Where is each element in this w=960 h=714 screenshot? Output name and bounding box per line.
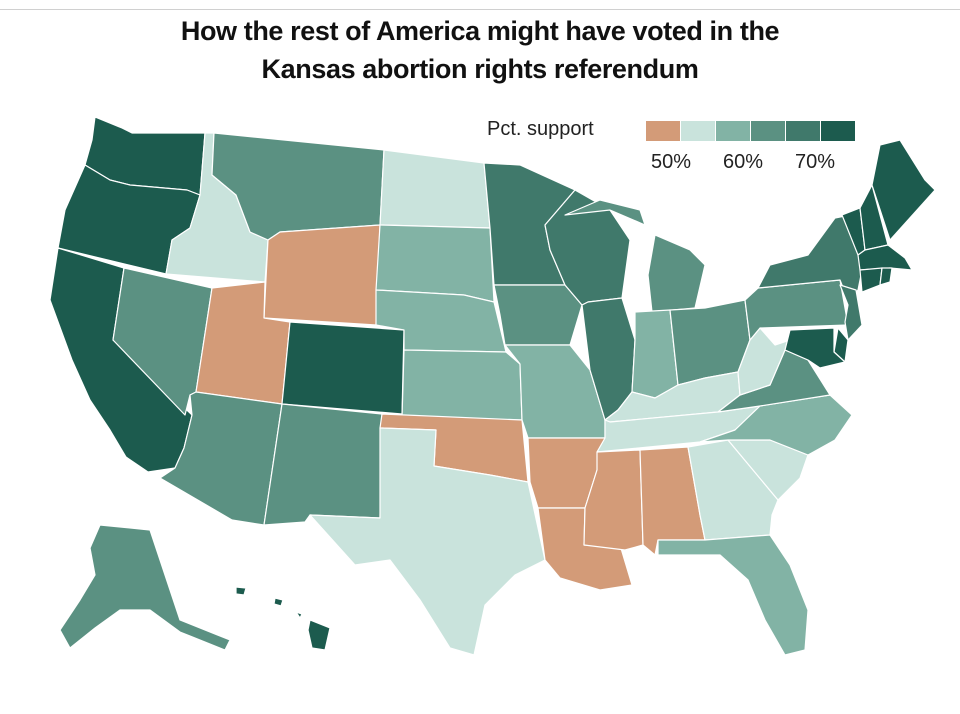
state-co	[281, 321, 405, 415]
chart-title: How the rest of America might have voted…	[0, 12, 960, 88]
state-wy	[263, 224, 381, 326]
top-rule	[0, 0, 960, 10]
title-line-1: How the rest of America might have voted…	[180, 16, 780, 46]
legend-swatch-1	[681, 121, 715, 141]
legend-swatch-3	[751, 121, 785, 141]
state-hi	[235, 586, 331, 651]
legend-tick-70: 70%	[795, 151, 836, 173]
state-ak	[59, 524, 231, 651]
state-ri	[879, 267, 893, 286]
state-ct	[859, 267, 883, 293]
state-tx	[309, 427, 546, 656]
state-ia	[493, 284, 583, 346]
legend-swatch-0	[646, 121, 680, 141]
legend-label: Pct. support	[487, 118, 594, 140]
legend-swatches	[646, 121, 855, 141]
state-me	[871, 139, 936, 241]
state-fl	[657, 534, 809, 656]
legend-swatch-5	[821, 121, 855, 141]
state-nc	[699, 394, 853, 456]
state-ks	[401, 349, 523, 421]
legend-tick-50: 50%	[651, 151, 692, 173]
title-line-2: Kansas abortion rights referendum	[261, 54, 699, 84]
state-md	[784, 327, 846, 369]
legend-swatch-2	[716, 121, 750, 141]
state-nm	[263, 403, 383, 526]
legend-swatch-4	[786, 121, 820, 141]
legend-tick-60: 60%	[723, 151, 764, 173]
state-nd	[379, 149, 491, 229]
